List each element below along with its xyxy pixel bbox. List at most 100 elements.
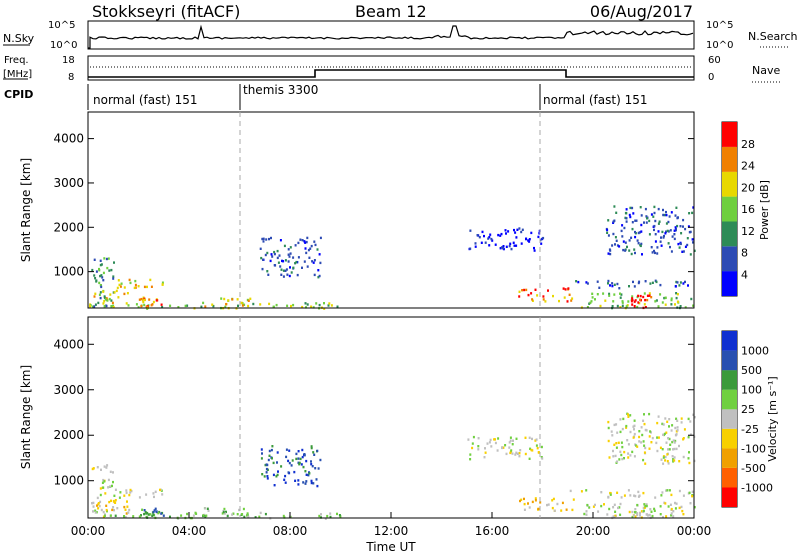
velocity-cell — [644, 505, 647, 508]
velocity-cell — [665, 431, 668, 434]
velocity-cell — [102, 478, 105, 482]
velocity-cell — [494, 441, 497, 445]
power-y-ticks: 1000 2000 3000 4000 — [53, 132, 694, 279]
velocity-cell — [113, 494, 116, 497]
velocity-cell — [642, 458, 645, 462]
power-cell — [665, 210, 667, 214]
power-cell — [631, 297, 634, 300]
power-cell — [277, 261, 280, 264]
power-cell — [687, 284, 689, 287]
power-cell — [101, 276, 104, 279]
power-cell — [611, 244, 614, 247]
power-cell — [629, 215, 632, 219]
power-cell — [94, 277, 97, 280]
velocity-cell — [680, 417, 683, 420]
velocity-cell — [612, 449, 614, 453]
freq-panel-frame — [87, 55, 695, 81]
power-cell — [520, 242, 523, 245]
velocity-cell — [285, 455, 288, 459]
x-tick-label: 00:00 — [71, 524, 106, 538]
velocity-cell — [535, 444, 538, 447]
power-cell — [318, 303, 321, 307]
velocity-cell — [600, 504, 603, 508]
power-cell — [631, 303, 634, 306]
velocity-cell — [585, 489, 588, 492]
power-cell — [123, 286, 126, 289]
velocity-cell — [488, 441, 491, 444]
power-cell — [611, 284, 614, 288]
power-cell — [676, 224, 679, 228]
velocity-colorbar-swatch — [722, 409, 737, 429]
velocity-cell — [613, 516, 616, 519]
power-cell — [650, 213, 653, 216]
power-cell — [289, 246, 292, 249]
velocity-cell — [153, 509, 156, 512]
power-cell — [98, 293, 101, 296]
velocity-cell — [627, 413, 629, 416]
power-cell — [512, 241, 515, 244]
power-cell — [220, 297, 223, 300]
velocity-cell — [112, 506, 115, 509]
power-cell — [127, 304, 130, 307]
velocity-cell — [114, 499, 117, 502]
velocity-cell — [569, 489, 572, 493]
velocity-cell — [110, 499, 112, 502]
velocity-cell — [619, 450, 622, 453]
velocity-cell — [680, 505, 683, 509]
velocity-cell — [305, 480, 308, 483]
power-cell — [607, 279, 610, 283]
velocity-cell — [631, 450, 634, 454]
power-cell — [591, 292, 594, 295]
power-cell — [316, 248, 319, 251]
power-cell — [656, 246, 659, 249]
power-cell — [231, 298, 234, 301]
power-cell — [662, 208, 664, 212]
velocity-cell — [642, 419, 645, 422]
velocity-cell — [141, 508, 144, 511]
power-cell — [481, 230, 484, 234]
power-cell — [645, 221, 648, 224]
velocity-cell — [644, 446, 647, 450]
velocity-cell — [661, 422, 664, 426]
power-cell — [134, 279, 137, 283]
power-cell — [224, 305, 227, 309]
power-cell — [670, 297, 673, 300]
power-cell — [655, 280, 658, 284]
velocity-cell — [259, 511, 262, 515]
power-cell — [274, 264, 277, 267]
velocity-cell — [632, 514, 635, 517]
velocity-cell — [157, 511, 160, 515]
power-cell — [670, 298, 673, 302]
velocity-cell — [659, 513, 662, 516]
cpid-label: CPID — [4, 88, 33, 101]
power-cell — [270, 253, 273, 256]
power-colorbar-tick: 16 — [741, 203, 755, 216]
power-cell — [489, 233, 492, 236]
power-cell — [99, 274, 102, 278]
velocity-cell — [107, 478, 110, 482]
velocity-cell — [112, 471, 114, 474]
power-cell — [588, 302, 591, 305]
freq-tick-top: 18 — [62, 55, 75, 66]
velocity-cell — [102, 486, 105, 489]
velocity-cell — [607, 496, 610, 499]
velocity-cell — [282, 514, 285, 518]
power-cell — [667, 242, 670, 245]
power-cell — [314, 243, 317, 247]
power-cell — [657, 207, 660, 211]
velocity-cell — [154, 507, 157, 510]
power-cell — [622, 248, 625, 252]
power-cell — [133, 286, 136, 290]
power-cell — [296, 273, 299, 277]
power-cell — [307, 248, 310, 252]
power-cell — [656, 252, 659, 255]
velocity-cell — [272, 473, 275, 477]
velocity-cell — [300, 463, 303, 466]
power-cell — [670, 303, 673, 306]
velocity-cell — [112, 480, 114, 484]
velocity-cell — [194, 511, 197, 515]
power-cell — [297, 256, 300, 259]
velocity-cell — [316, 449, 319, 453]
power-cell — [184, 304, 187, 308]
velocity-cell — [689, 502, 692, 505]
